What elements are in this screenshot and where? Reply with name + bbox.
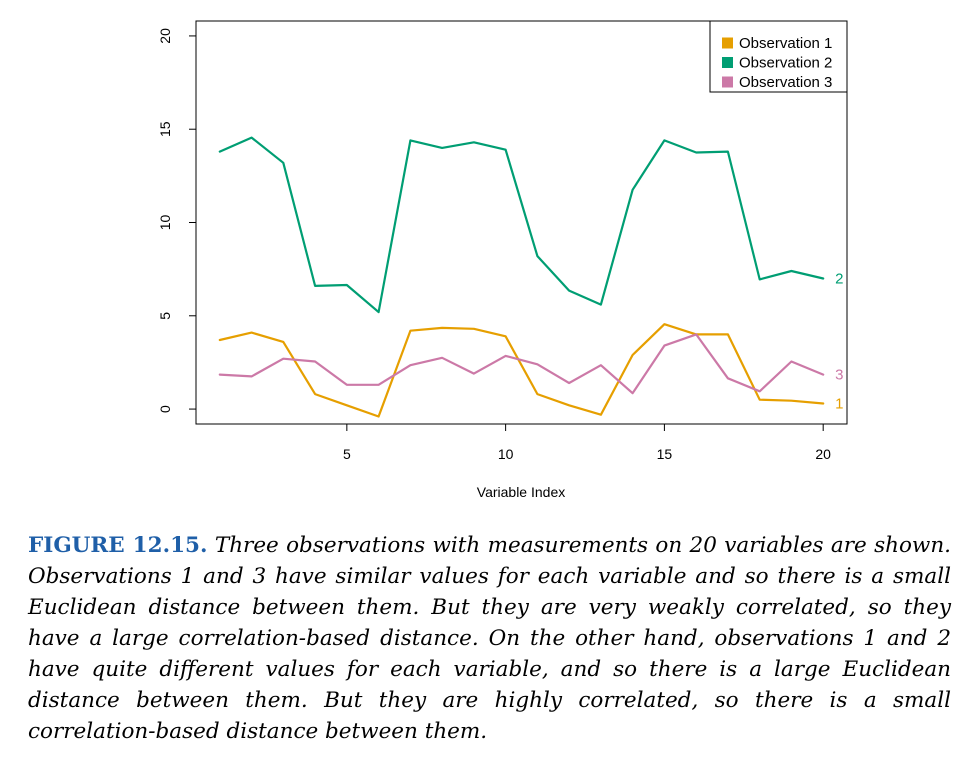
legend-swatch-observation-3 [722,76,733,88]
y-tick-label-15: 15 [157,121,173,137]
legend: Observation 1 Observation 2 Observation 3 [709,20,848,93]
x-axis: 5 10 15 20 [343,424,831,462]
legend-swatch-observation-2 [722,57,733,68]
x-tick-label-5: 5 [343,446,351,462]
legend-swatch-observation-1 [722,37,733,49]
series-line-observation-2 [218,136,825,314]
legend-entry-observation-2: Observation 2 [739,55,832,72]
legend-entry-observation-1: Observation 1 [739,35,832,52]
legend-entry-observation-3: Observation 3 [739,74,832,91]
series-end-label-1: 1 [835,395,843,412]
y-tick-label-10: 10 [157,215,173,231]
figure-caption-text: Three observations with measurements on … [28,533,951,744]
y-axis: 0 5 10 15 20 [157,28,196,413]
series-line-observation-3 [218,333,825,395]
figure-label: FIGURE 12.15. [28,533,208,558]
y-tick-label-0: 0 [157,405,173,413]
series-line-observation-1 [218,323,825,418]
line-chart: 5 10 15 20 0 5 10 15 20 1 2 3 Variable Index Obse… [157,20,848,500]
x-tick-label-15: 15 [657,446,673,462]
y-tick-label-20: 20 [157,28,173,44]
series-end-label-3: 3 [835,367,843,384]
x-axis-title: Variable Index [477,484,565,500]
x-tick-label-20: 20 [815,446,831,462]
figure-caption: FIGURE 12.15. Three observations with me… [28,530,951,747]
y-tick-label-5: 5 [157,312,173,320]
series-lines [218,136,825,418]
x-tick-label-10: 10 [498,446,514,462]
series-end-label-2: 2 [835,270,843,287]
series-end-labels: 1 2 3 [835,270,843,412]
